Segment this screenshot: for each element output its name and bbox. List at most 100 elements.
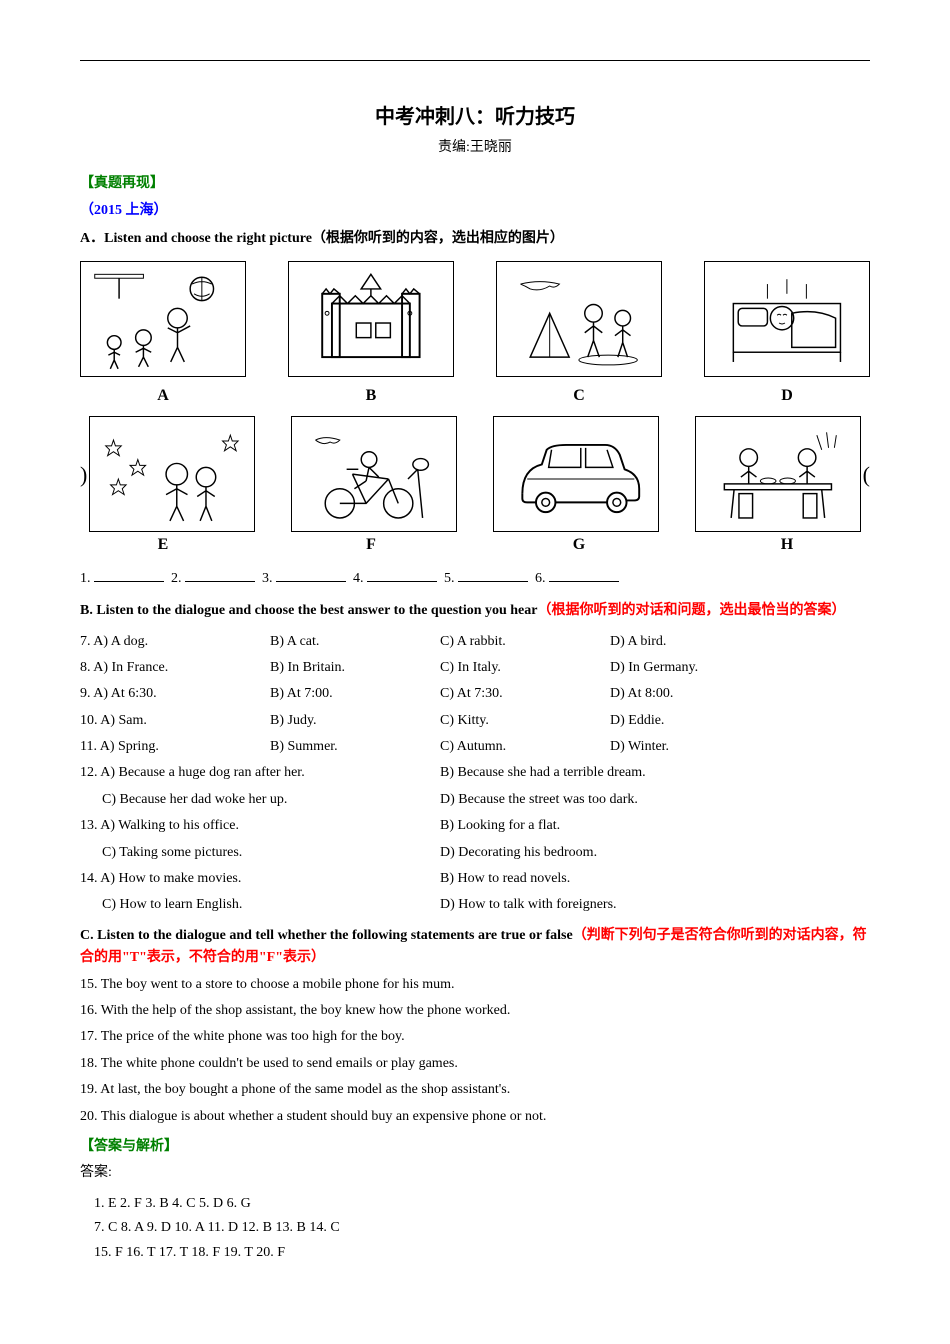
question-opt-d: D) How to talk with foreigners. xyxy=(440,894,758,916)
image-g xyxy=(493,416,659,532)
image-c xyxy=(496,261,662,377)
question-twocol-row-14-1: 14. A) How to make movies.B) How to read… xyxy=(80,868,870,890)
question-opt-c: C) Autumn. xyxy=(440,736,610,758)
question-row-7: 7. A) A dog.B) A cat.C) A rabbit.D) A bi… xyxy=(80,631,870,653)
question-opt-a: 12. A) Because a huge dog ran after her. xyxy=(80,762,440,784)
question-opt-b: B) A cat. xyxy=(270,631,440,653)
label-e: E xyxy=(80,532,246,558)
blank-2-num: 2. xyxy=(171,571,182,586)
tf-statement-20: 20. This dialogue is about whether a stu… xyxy=(80,1106,870,1128)
section-header-real: 【真题再现】 xyxy=(80,173,870,195)
question-num-opt-a: 11. A) Spring. xyxy=(80,736,270,758)
question-opt-c: C) How to learn English. xyxy=(102,894,440,916)
section-c-cn2: "表示，不符合的用" xyxy=(139,950,267,965)
labels-row-2: E F G H xyxy=(80,532,870,558)
question-twocol-row-13-2: C) Taking some pictures.D) Decorating hi… xyxy=(80,842,870,864)
question-opt-b: B) In Britain. xyxy=(270,657,440,679)
question-opt-c: C) At 7:30. xyxy=(440,683,610,705)
question-opt-b: B) At 7:00. xyxy=(270,683,440,705)
label-g: G xyxy=(496,532,662,558)
question-num-opt-a: 7. A) A dog. xyxy=(80,631,270,653)
blank-5[interactable] xyxy=(458,568,528,582)
image-f xyxy=(291,416,457,532)
question-opt-b: B) Because she had a terrible dream. xyxy=(440,762,780,784)
question-opt-c: C) A rabbit. xyxy=(440,631,610,653)
header-divider xyxy=(80,60,870,61)
question-row-10: 10. A) Sam.B) Judy.C) Kitty.D) Eddie. xyxy=(80,710,870,732)
label-f: F xyxy=(288,532,454,558)
question-num-opt-a: 8. A) In France. xyxy=(80,657,270,679)
question-opt-c: C) Taking some pictures. xyxy=(102,842,440,864)
question-twocol-row-13-1: 13. A) Walking to his office.B) Looking … xyxy=(80,815,870,837)
image-a xyxy=(80,261,246,377)
label-d: D xyxy=(704,383,870,409)
year-location: （2015 上海） xyxy=(80,200,870,222)
question-opt-a: 14. A) How to make movies. xyxy=(80,868,440,890)
question-row-11: 11. A) Spring.B) Summer.C) Autumn.D) Win… xyxy=(80,736,870,758)
question-opt-d: D) In Germany. xyxy=(610,657,780,679)
question-opt-a: 13. A) Walking to his office. xyxy=(80,815,440,837)
answer-line-1: 1. E 2. F 3. B 4. C 5. D 6. G xyxy=(80,1193,870,1215)
blank-4[interactable] xyxy=(367,568,437,582)
question-twocol-row-14-2: C) How to learn English.D) How to talk w… xyxy=(80,894,870,916)
section-b-cn: （根据你听到的对话和问题，选出最恰当的答案） xyxy=(538,603,846,618)
labels-row-1: A B C D xyxy=(80,383,870,409)
page-title: 中考冲刺八：听力技巧 xyxy=(80,101,870,133)
section-a-cn: （根据你听到的内容，选出相应的图片） xyxy=(312,231,564,246)
tf-statement-16: 16. With the help of the shop assistant,… xyxy=(80,1000,870,1022)
tf-statement-15: 15. The boy went to a store to choose a … xyxy=(80,974,870,996)
section-c-t: T xyxy=(130,950,139,965)
question-opt-d: D) Winter. xyxy=(610,736,780,758)
question-row-9: 9. A) At 6:30.B) At 7:00.C) At 7:30.D) A… xyxy=(80,683,870,705)
image-d xyxy=(704,261,870,377)
question-opt-d: D) At 8:00. xyxy=(610,683,780,705)
paren-left: ) xyxy=(80,457,87,492)
question-twocol-row-12-2: C) Because her dad woke her up.D) Becaus… xyxy=(80,789,870,811)
question-opt-d: D) Because the street was too dark. xyxy=(440,789,758,811)
blank-6[interactable] xyxy=(549,568,619,582)
tf-statement-17: 17. The price of the white phone was too… xyxy=(80,1026,870,1048)
section-c-f: F xyxy=(267,950,276,965)
blanks-line: 1. 2. 3. 4. 5. 6. xyxy=(80,568,870,590)
images-row-1 xyxy=(80,261,870,377)
tf-statement-19: 19. At last, the boy bought a phone of t… xyxy=(80,1079,870,1101)
question-opt-d: D) Eddie. xyxy=(610,710,780,732)
answer-line-3: 15. F 16. T 17. T 18. F 19. T 20. F xyxy=(80,1242,870,1264)
question-opt-c: C) Kitty. xyxy=(440,710,610,732)
question-opt-b: B) Judy. xyxy=(270,710,440,732)
question-num-opt-a: 10. A) Sam. xyxy=(80,710,270,732)
question-opt-b: B) Summer. xyxy=(270,736,440,758)
section-b-label: B. Listen to the dialogue and choose the… xyxy=(80,603,538,618)
blank-2[interactable] xyxy=(185,568,255,582)
section-a-label: A．Listen and choose the right picture xyxy=(80,231,312,246)
label-a: A xyxy=(80,383,246,409)
section-b-instruction: B. Listen to the dialogue and choose the… xyxy=(80,600,870,622)
question-opt-c: C) In Italy. xyxy=(440,657,610,679)
question-opt-c: C) Because her dad woke her up. xyxy=(102,789,440,811)
blank-1-num: 1. xyxy=(80,571,91,586)
blank-4-num: 4. xyxy=(353,571,364,586)
question-opt-d: D) A bird. xyxy=(610,631,780,653)
answer-header: 【答案与解析】 xyxy=(80,1136,870,1158)
answer-section: 1. E 2. F 3. B 4. C 5. D 6. G 7. C 8. A … xyxy=(80,1193,870,1264)
blank-3[interactable] xyxy=(276,568,346,582)
label-h: H xyxy=(704,532,870,558)
question-num-opt-a: 9. A) At 6:30. xyxy=(80,683,270,705)
paren-right: ( xyxy=(863,457,870,492)
questions-b-container: 7. A) A dog.B) A cat.C) A rabbit.D) A bi… xyxy=(80,631,870,759)
blank-3-num: 3. xyxy=(262,571,273,586)
section-c-instruction: C. Listen to the dialogue and tell wheth… xyxy=(80,925,870,970)
image-h xyxy=(695,416,861,532)
question-twocol-row-12-1: 12. A) Because a huge dog ran after her.… xyxy=(80,762,870,784)
section-a-instruction: A．Listen and choose the right picture（根据… xyxy=(80,228,870,250)
question-opt-b: B) Looking for a flat. xyxy=(440,815,780,837)
blank-1[interactable] xyxy=(94,568,164,582)
questions-b-twocol-container: 12. A) Because a huge dog ran after her.… xyxy=(80,762,870,916)
statements-c-container: 15. The boy went to a store to choose a … xyxy=(80,974,870,1128)
section-c-cn3: "表示） xyxy=(275,950,325,965)
question-opt-d: D) Decorating his bedroom. xyxy=(440,842,758,864)
images-row-2-wrapper: ) xyxy=(80,416,870,532)
image-e xyxy=(89,416,255,532)
label-b: B xyxy=(288,383,454,409)
section-c-label: C. Listen to the dialogue and tell wheth… xyxy=(80,928,573,943)
